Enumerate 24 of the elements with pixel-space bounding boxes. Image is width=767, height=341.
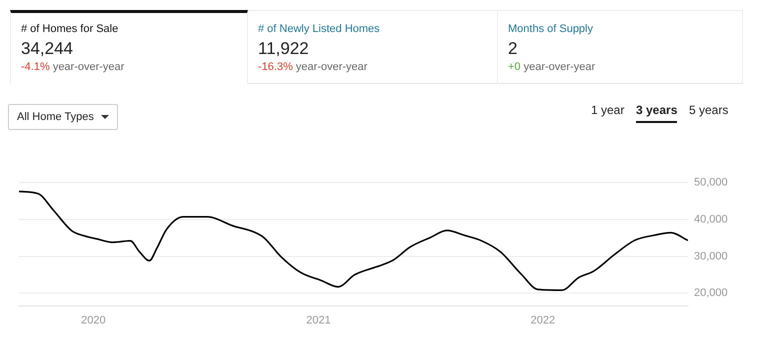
x-tick-label: 2020	[81, 314, 106, 327]
text: 3 years	[636, 103, 678, 123]
y-tick-label: 30,000	[694, 250, 728, 262]
text: 2	[508, 39, 518, 59]
text: +0	[508, 61, 521, 73]
text: 1 year	[591, 103, 624, 119]
text: All Home Types	[8, 104, 118, 130]
text: -16.3%	[258, 61, 293, 73]
y-tick-label: 40,000	[694, 213, 728, 226]
text: 34,244	[21, 39, 73, 59]
text: -4.1%	[21, 61, 50, 73]
y-tick-label: 20,000	[694, 287, 728, 300]
x-tick-label: 2022	[530, 314, 556, 327]
text: # of Newly Listed Homes	[258, 23, 380, 35]
text: 5 years	[689, 103, 728, 119]
x-tick-label: 2021	[306, 314, 331, 327]
text: year-over-year	[52, 61, 124, 73]
line-series	[19, 190, 688, 291]
y-tick-label: 50,000	[694, 176, 728, 189]
text: year-over-year	[524, 61, 596, 73]
text: Months of Supply	[508, 23, 593, 35]
text: 11,922	[258, 39, 309, 59]
chart-title: # of Homes for Sale	[21, 23, 118, 35]
text: year-over-year	[296, 61, 368, 73]
